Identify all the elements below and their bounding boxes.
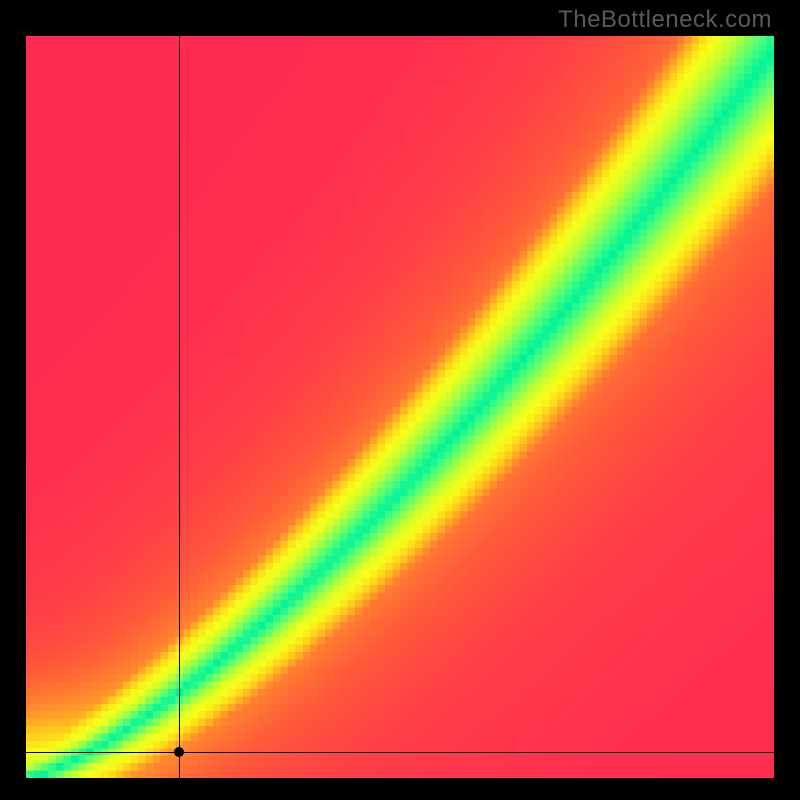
crosshair-marker xyxy=(174,747,184,757)
crosshair-vertical xyxy=(179,36,180,778)
chart-container: TheBottleneck.com xyxy=(0,0,800,800)
heatmap-canvas xyxy=(26,36,774,778)
crosshair-horizontal xyxy=(26,752,774,753)
watermark-text: TheBottleneck.com xyxy=(558,6,772,34)
